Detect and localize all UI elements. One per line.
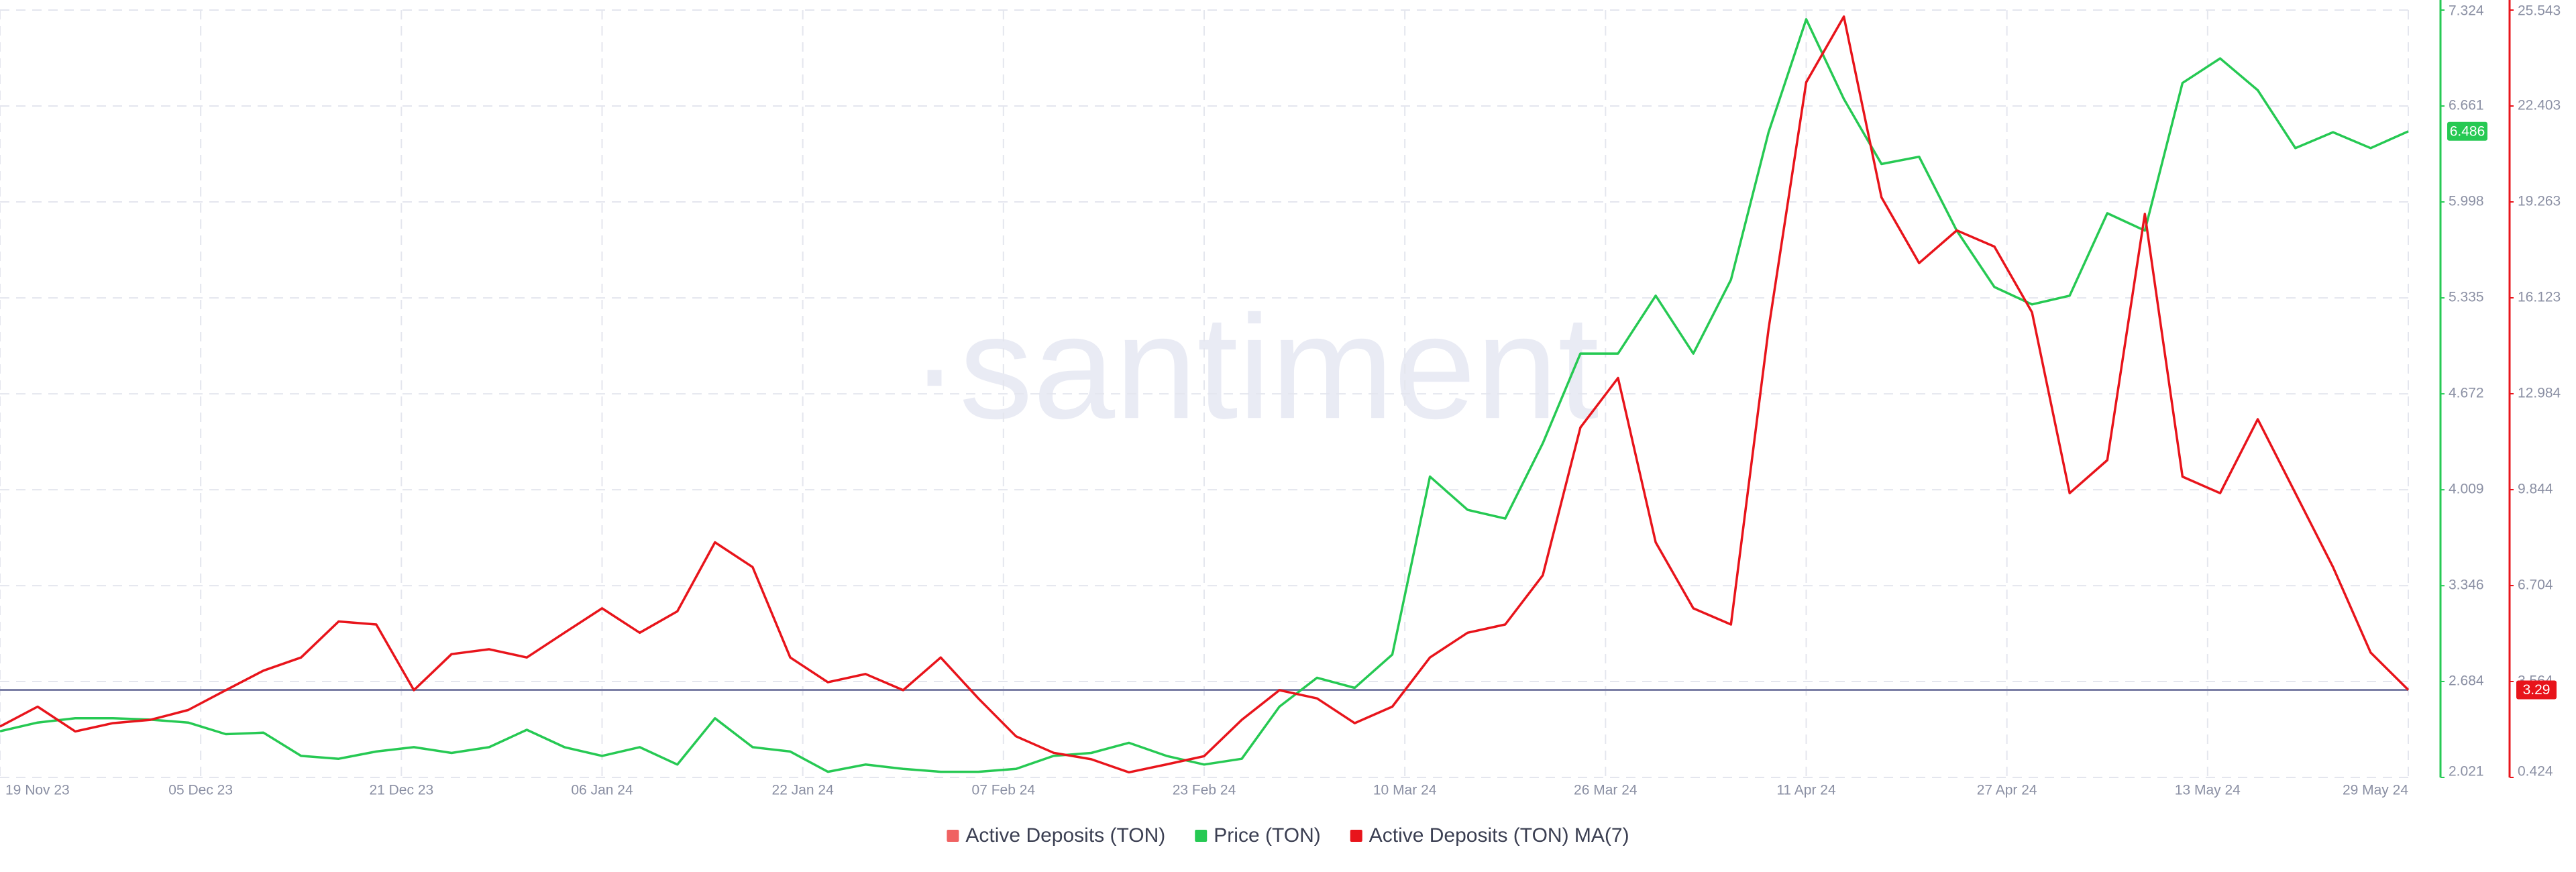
- y-tick-label: 6.661: [2449, 98, 2484, 113]
- last-value-badge: [2447, 121, 2487, 141]
- y-tick-label: 5.335: [2449, 290, 2484, 305]
- watermark: ·santiment: [910, 284, 1599, 449]
- legend-label: Price (TON): [1214, 824, 1320, 847]
- y2-tick-label: 6.704: [2518, 578, 2553, 593]
- y2-tick-label: 9.844: [2518, 482, 2553, 497]
- y2-tick-label: 19.263: [2518, 194, 2561, 209]
- y-tick-label: 2.684: [2449, 673, 2484, 689]
- series-line: [0, 15, 2410, 774]
- last-value-label: 3.29: [2523, 682, 2551, 698]
- x-tick-label: 06 Jan 24: [571, 783, 633, 798]
- y-tick-label: 7.324: [2449, 3, 2484, 19]
- last-value-badge: [2516, 680, 2557, 700]
- y-tick-label: 4.009: [2449, 482, 2484, 497]
- y-tick-label: 2.021: [2449, 764, 2484, 779]
- series-line: [0, 18, 2409, 773]
- y-tick-label: 5.998: [2449, 194, 2484, 209]
- legend-label: Active Deposits (TON): [965, 824, 1165, 847]
- y2-tick-label: 12.984: [2518, 386, 2561, 401]
- x-tick-label: 05 Dec 23: [168, 783, 233, 798]
- y2-tick-label: 16.123: [2518, 290, 2561, 305]
- legend-label: Active Deposits (TON) MA(7): [1369, 824, 1629, 847]
- legend-swatch: [1195, 830, 1208, 842]
- x-tick-label: 10 Mar 24: [1373, 783, 1437, 798]
- x-tick-label: 29 May 24: [2343, 783, 2408, 798]
- y-tick-label: 4.672: [2449, 386, 2484, 401]
- x-tick-label: 26 Mar 24: [1574, 783, 1638, 798]
- x-tick-label: 07 Feb 24: [972, 783, 1036, 798]
- y2-tick-label: 0.424: [2518, 764, 2553, 779]
- x-tick-label: 21 Dec 23: [369, 783, 433, 798]
- legend: Active Deposits (TON) Price (TON) Active D…: [947, 824, 1629, 847]
- x-tick-label: 11 Apr 24: [1776, 783, 1836, 798]
- last-value-label: 6.486: [2450, 123, 2485, 139]
- x-tick-label: 27 Apr 24: [1977, 783, 2037, 798]
- y2-tick-label: 25.543: [2518, 3, 2561, 19]
- y-tick-label: 3.346: [2449, 578, 2484, 593]
- x-tick-label: 22 Jan 24: [772, 783, 835, 798]
- x-tick-label: 23 Feb 24: [1173, 783, 1236, 798]
- x-tick-label: 19 Nov 23: [5, 783, 70, 798]
- legend-swatch: [947, 830, 959, 842]
- legend-swatch: [1350, 830, 1362, 842]
- x-tick-label: 13 May 24: [2175, 783, 2241, 798]
- y2-tick-label: 22.403: [2518, 98, 2561, 113]
